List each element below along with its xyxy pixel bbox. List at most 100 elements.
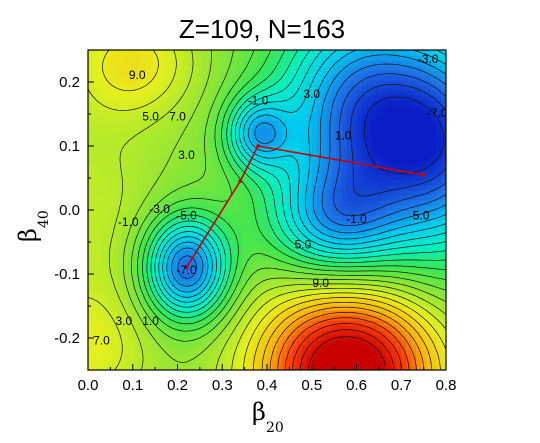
heatmap-cell [88, 125, 94, 131]
heatmap-cell [137, 340, 144, 346]
heatmap-cell [366, 300, 373, 306]
heatmap-cell [252, 220, 258, 226]
heatmap-cell [112, 150, 119, 156]
heatmap-cell [182, 170, 189, 176]
heatmap-cell [356, 210, 363, 216]
heatmap-cell [366, 140, 373, 146]
heatmap-cell [346, 280, 353, 286]
heatmap-cell [336, 65, 343, 71]
heatmap-cell [252, 75, 258, 81]
heatmap-cell [401, 160, 407, 166]
heatmap-cell [386, 330, 392, 336]
heatmap-cell [202, 255, 208, 261]
heatmap-cell [142, 325, 149, 331]
heatmap-cell [222, 255, 228, 261]
heatmap-cell [217, 280, 223, 286]
heatmap-cell [242, 325, 248, 331]
heatmap-cell [97, 340, 104, 346]
heatmap-cell [436, 345, 442, 351]
x-tick-label: 0.2 [167, 377, 188, 394]
heatmap-cell [222, 220, 228, 226]
heatmap-cell [351, 135, 358, 141]
heatmap-cell [411, 335, 417, 341]
heatmap-cell [252, 255, 258, 261]
heatmap-cell [431, 115, 437, 121]
heatmap-cell [311, 190, 318, 196]
heatmap-cell [112, 275, 119, 281]
heatmap-cell [306, 310, 313, 316]
heatmap-cell [386, 290, 392, 296]
heatmap-cell [247, 270, 253, 276]
heatmap-cell [157, 215, 164, 221]
heatmap-cell [356, 260, 363, 266]
heatmap-cell [436, 65, 442, 71]
heatmap-cell [356, 195, 363, 201]
heatmap-cell [242, 140, 248, 146]
heatmap-cell [107, 300, 114, 306]
heatmap-cell [117, 345, 124, 351]
heatmap-cell [291, 80, 298, 86]
heatmap-cell [341, 70, 348, 76]
heatmap-cell [321, 150, 328, 156]
heatmap-cell [431, 135, 437, 141]
heatmap-cell [316, 125, 323, 131]
heatmap-cell [381, 50, 387, 56]
heatmap-cell [112, 260, 119, 266]
contour-line [252, 297, 441, 370]
heatmap-cell [431, 230, 437, 236]
heatmap-cell [252, 290, 258, 296]
heatmap-cell [142, 210, 149, 216]
heatmap-cell [112, 310, 119, 316]
heatmap-cell [341, 155, 348, 161]
heatmap-cell [391, 230, 397, 236]
heatmap-cell [207, 260, 213, 266]
heatmap-cell [222, 155, 228, 161]
heatmap-cell [301, 275, 308, 281]
heatmap-cell [112, 315, 119, 321]
heatmap-cell [326, 110, 333, 116]
heatmap-cell [157, 125, 164, 131]
heatmap-cell [177, 360, 184, 366]
heatmap-cell [396, 325, 402, 331]
heatmap-cell [97, 330, 104, 336]
heatmap-cell [436, 330, 442, 336]
heatmap-cell [401, 80, 407, 86]
heatmap-cell [207, 270, 213, 276]
heatmap-cell [316, 345, 323, 351]
heatmap-cell [177, 260, 184, 266]
heatmap-cell [431, 245, 437, 251]
heatmap-cell [291, 110, 298, 116]
heatmap-cell [207, 315, 213, 321]
heatmap-cell [257, 135, 263, 141]
heatmap-cell [336, 75, 343, 81]
heatmap-cell [436, 270, 442, 276]
heatmap-cell [177, 50, 184, 56]
heatmap-cell [137, 210, 144, 216]
heatmap-cell [331, 335, 338, 341]
heatmap-cell [112, 205, 119, 211]
heatmap-cell [401, 200, 407, 206]
heatmap-cell [247, 50, 253, 56]
heatmap-cell [331, 185, 338, 191]
heatmap-cell [326, 305, 333, 311]
heatmap-cell [207, 125, 213, 131]
heatmap-cell [306, 320, 313, 326]
heatmap-cell [401, 190, 407, 196]
heatmap-cell [207, 75, 213, 81]
heatmap-cell [296, 235, 303, 241]
heatmap-cell [132, 230, 139, 236]
heatmap-cell [281, 320, 288, 326]
heatmap-cell [257, 275, 263, 281]
heatmap-cell [142, 240, 149, 246]
heatmap-cell [381, 255, 387, 261]
heatmap-cell [257, 200, 263, 206]
heatmap-cell [341, 75, 348, 81]
heatmap-cell [346, 275, 353, 281]
heatmap-cell [257, 355, 263, 361]
heatmap-cell [97, 235, 104, 241]
heatmap-cell [331, 230, 338, 236]
heatmap-cell [117, 320, 124, 326]
heatmap-cell [366, 60, 373, 66]
heatmap-cell [117, 295, 124, 301]
heatmap-cell [396, 250, 402, 256]
